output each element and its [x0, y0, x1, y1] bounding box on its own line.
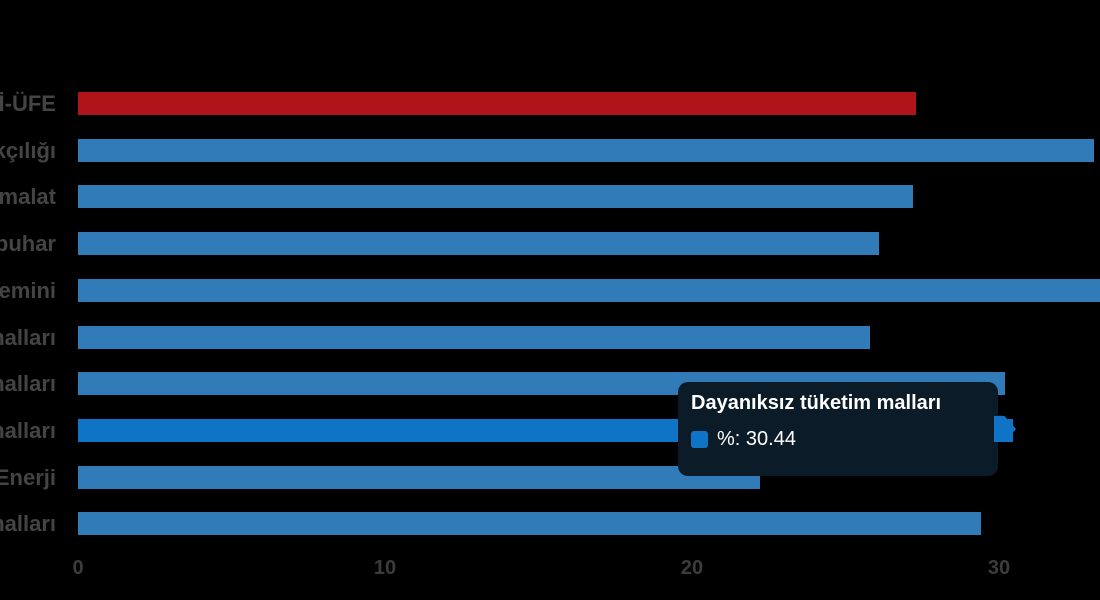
- bar[interactable]: [78, 139, 1094, 162]
- category-label: buhar: [0, 231, 56, 256]
- bar[interactable]: [78, 185, 913, 208]
- bar[interactable]: [78, 512, 981, 535]
- category-label: malları: [0, 325, 56, 350]
- bar-row: emini: [0, 279, 1100, 302]
- bar-row: kçılığı: [0, 139, 1100, 162]
- tooltip-value-row: %: 30.44: [691, 428, 985, 450]
- x-axis-tick-label: 0: [72, 557, 84, 579]
- tooltip: Dayanıksız tüketim malları %: 30.44: [678, 382, 998, 476]
- bar-row: İ-ÜFE: [0, 92, 1100, 115]
- series-swatch-icon: [691, 430, 708, 448]
- category-label: malat: [0, 184, 56, 209]
- tooltip-title: Dayanıksız tüketim malları: [691, 392, 942, 414]
- category-label: malları: [0, 511, 56, 536]
- x-axis-tick-label: 10: [373, 557, 397, 579]
- category-label: malları: [0, 418, 56, 443]
- x-axis-tick-label: 30: [987, 557, 1011, 579]
- category-label: Enerji: [0, 465, 56, 490]
- bar[interactable]: [78, 279, 1100, 302]
- bar[interactable]: [78, 232, 879, 255]
- category-label: emini: [0, 278, 56, 303]
- bar[interactable]: [78, 92, 916, 115]
- bar-row: Enerji: [0, 466, 1100, 489]
- tooltip-value: %: 30.44: [717, 428, 796, 450]
- bar[interactable]: [78, 326, 870, 349]
- bar[interactable]: [78, 466, 760, 489]
- category-label: İ-ÜFE: [0, 91, 56, 116]
- x-axis-tick-label: 20: [680, 557, 704, 579]
- bar-row: malat: [0, 185, 1100, 208]
- category-label: kçılığı: [0, 138, 56, 163]
- bar-row: malları: [0, 326, 1100, 349]
- bar-row: buhar: [0, 232, 1100, 255]
- bar-row: malları: [0, 512, 1100, 535]
- category-label: malları: [0, 371, 56, 396]
